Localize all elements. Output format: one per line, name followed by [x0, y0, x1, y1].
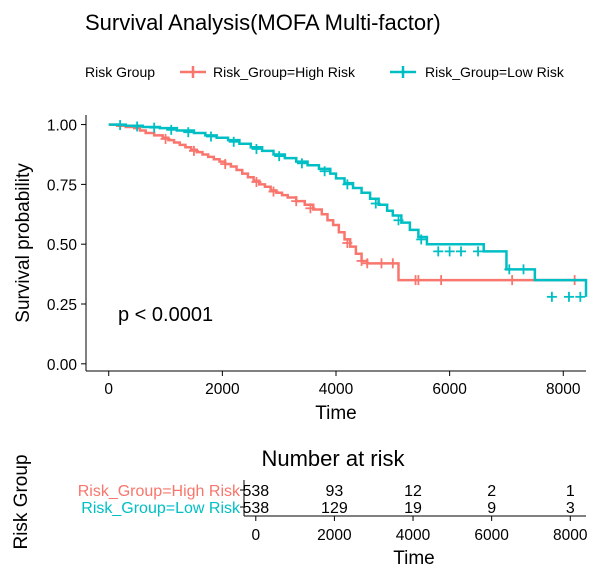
- censor-mark: [362, 258, 373, 269]
- censor-mark: [220, 159, 231, 170]
- censor-mark: [228, 136, 239, 147]
- legend-label-high-risk: Risk_Group=High Risk: [213, 64, 356, 80]
- risk-table-y-label: Risk Group: [11, 454, 32, 549]
- legend-key-low-risk: [390, 66, 416, 78]
- x-tick-label: 2000: [205, 381, 240, 398]
- x-tick-label: 8000: [546, 381, 581, 398]
- censor-mark: [370, 198, 381, 209]
- censor-mark: [183, 127, 194, 138]
- curve-series-0: [108, 123, 586, 282]
- censor-mark: [356, 255, 367, 266]
- censor-mark: [342, 179, 353, 190]
- censor-mark: [393, 215, 404, 226]
- censor-mark: [416, 234, 427, 245]
- censor-mark: [504, 264, 515, 275]
- censor-mark: [206, 131, 216, 142]
- censor-mark: [305, 203, 316, 214]
- risk-cell: 12: [404, 483, 422, 500]
- risk-cell: 129: [321, 500, 348, 517]
- censor-mark: [387, 258, 398, 269]
- risk-cell: 19: [404, 500, 422, 517]
- risk-cell: 2: [487, 483, 496, 500]
- risk-table-title: Number at risk: [261, 446, 405, 471]
- censor-mark: [251, 176, 262, 187]
- censor-mark: [507, 275, 518, 286]
- curve-series-1: [108, 123, 588, 297]
- risk-cell: 9: [487, 500, 496, 517]
- survival-curves: [108, 120, 588, 302]
- censor-mark: [456, 246, 466, 257]
- censor-mark: [473, 246, 484, 257]
- risk-cell: 538: [242, 500, 269, 517]
- censor-mark: [296, 158, 307, 169]
- censor-mark: [433, 246, 444, 257]
- censor-mark: [274, 151, 285, 162]
- censor-mark: [518, 264, 529, 275]
- plot-axes: 0.00 0.25 0.50 0.75 1.00 0 2000 4000 6000 8000: [47, 115, 586, 398]
- censor-mark: [376, 258, 387, 269]
- censor-mark: [342, 238, 353, 248]
- risk-x-tick-label: 0: [251, 527, 260, 544]
- legend-title: Risk Group: [85, 64, 155, 80]
- risk-row-label: Risk_Group=Low Risk: [81, 500, 241, 517]
- y-tick-label: 0.25: [47, 297, 77, 314]
- censor-mark: [149, 122, 160, 133]
- y-axis-label: Survival probability: [13, 163, 34, 323]
- x-tick-label: 4000: [319, 381, 354, 398]
- y-tick-label: 1.00: [47, 118, 78, 135]
- risk-cell: 3: [566, 500, 575, 517]
- legend: Risk Group Risk_Group=High Risk Risk_Gro…: [85, 64, 565, 80]
- censor-mark: [575, 291, 586, 302]
- chart-title: Survival Analysis(MOFA Multi-factor): [85, 10, 441, 35]
- risk-x-tick-label: 8000: [553, 527, 588, 544]
- censor-mark: [444, 246, 455, 257]
- censor-mark: [132, 121, 143, 132]
- x-tick-label: 6000: [432, 381, 467, 398]
- legend-label-low-risk: Risk_Group=Low Risk: [425, 64, 565, 80]
- censor-mark: [166, 124, 177, 135]
- x-ticks: 0 2000 4000 6000 8000: [104, 371, 581, 398]
- p-value-annotation: p < 0.0001: [118, 304, 213, 326]
- risk-x-tick-label: 4000: [396, 527, 431, 544]
- censor-mark: [160, 133, 171, 144]
- risk-cell: 93: [326, 483, 344, 500]
- risk-x-tick-label: 6000: [474, 527, 509, 544]
- risk-x-tick-label: 2000: [317, 527, 352, 544]
- censor-mark: [546, 291, 557, 302]
- y-tick-label: 0.75: [47, 177, 77, 194]
- x-axis-label: Time: [315, 403, 357, 424]
- censor-mark: [268, 186, 279, 197]
- y-ticks: 0.00 0.25 0.50 0.75 1.00: [47, 118, 86, 374]
- censor-mark: [115, 120, 126, 131]
- censor-mark: [319, 166, 330, 177]
- censor-mark: [563, 291, 574, 302]
- risk-row-label: Risk_Group=High Risk: [78, 483, 241, 500]
- risk-cell: 1: [566, 483, 575, 500]
- risk-table-x-label: Time: [393, 548, 435, 569]
- y-tick-label: 0.00: [47, 357, 78, 374]
- censor-mark: [188, 145, 199, 156]
- censor-mark: [251, 143, 262, 154]
- risk-table: Risk_Group=High Risk 538 93 12 2 1Risk_Group=…: [78, 480, 588, 544]
- x-tick-label: 0: [104, 381, 113, 398]
- censor-mark: [436, 275, 447, 286]
- y-tick-label: 0.50: [47, 237, 78, 254]
- risk-cell: 538: [242, 483, 269, 500]
- censor-mark: [291, 196, 302, 207]
- censor-mark: [413, 275, 424, 286]
- legend-key-high-risk: [180, 66, 206, 78]
